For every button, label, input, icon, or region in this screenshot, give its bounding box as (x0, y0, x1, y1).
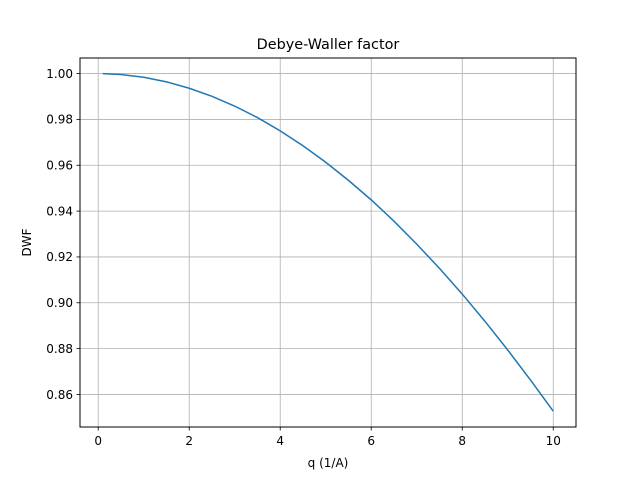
chart-title: Debye-Waller factor (257, 37, 400, 53)
y-tick-label: 0.92 (46, 250, 73, 264)
x-tick-label: 8 (458, 434, 466, 448)
x-axis-label: q (1/A) (308, 456, 349, 470)
y-tick-label: 1.00 (46, 67, 73, 81)
y-tick-label: 0.90 (46, 296, 73, 310)
y-tick-label: 0.98 (46, 113, 73, 127)
x-tick-label: 10 (546, 434, 561, 448)
y-tick-label: 0.94 (46, 204, 73, 218)
plot-area (80, 58, 576, 427)
y-axis-label: DWF (20, 228, 34, 256)
y-axis-ticks: 0.86 0.88 0.90 0.92 0.94 0.96 0.98 1.00 (46, 67, 80, 402)
y-tick-label: 0.96 (46, 159, 73, 173)
plot-frame (79, 57, 577, 428)
x-axis-ticks: 0 2 4 6 8 10 (94, 427, 561, 448)
x-tick-label: 6 (367, 434, 375, 448)
x-tick-label: 4 (276, 434, 284, 448)
y-tick-label: 0.88 (46, 342, 73, 356)
grid (80, 58, 576, 427)
x-tick-label: 2 (185, 434, 193, 448)
x-tick-label: 0 (94, 434, 102, 448)
series-line (102, 72, 554, 412)
y-tick-label: 0.86 (46, 388, 73, 402)
